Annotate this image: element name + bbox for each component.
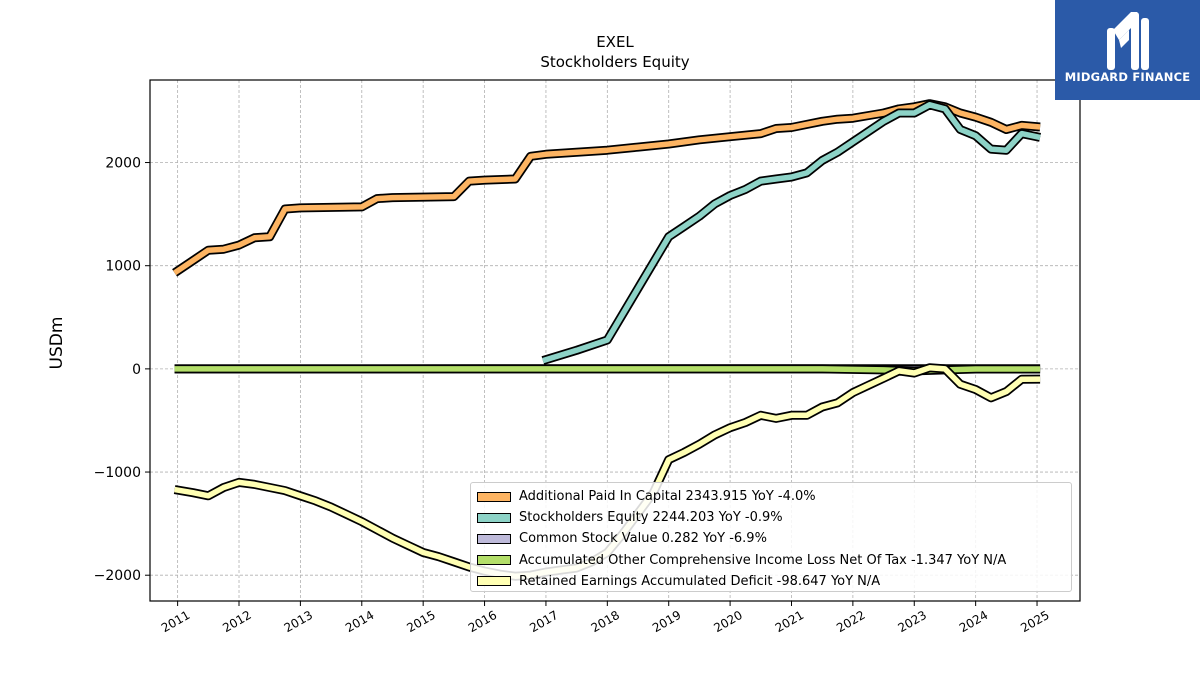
legend: Additional Paid In Capital 2343.915 YoY …: [470, 482, 1072, 592]
legend-swatch: [477, 533, 511, 544]
y-tick-label: 1000: [105, 259, 141, 275]
y-tick-label: 2000: [105, 156, 141, 172]
x-tick-label: 2014: [343, 608, 376, 635]
x-tick-label: 2015: [404, 608, 437, 635]
x-tick-label: 2019: [650, 608, 683, 635]
y-axis: −2000 −1000 0 1000 2000: [94, 156, 150, 584]
x-tick-label: 2013: [282, 608, 315, 635]
x-tick-label: 2011: [159, 608, 192, 635]
midgard-logo-icon: [1107, 12, 1149, 70]
midgard-logo: MIDGARD FINANCE: [1055, 0, 1200, 100]
chart-title: EXEL: [596, 33, 634, 51]
x-tick-label: 2022: [834, 608, 867, 635]
legend-label: Additional Paid In Capital 2343.915 YoY …: [519, 489, 816, 505]
x-tick-label: 2020: [711, 608, 744, 635]
series-line: [542, 102, 1041, 364]
series-4: [174, 364, 1041, 376]
legend-item: Additional Paid In Capital 2343.915 YoY …: [477, 486, 1065, 507]
chart-subtitle: Stockholders Equity: [540, 53, 690, 71]
legend-swatch: [477, 512, 511, 523]
y-tick-label: −2000: [94, 568, 141, 584]
y-tick-label: −1000: [94, 465, 141, 481]
legend-label: Retained Earnings Accumulated Deficit -9…: [519, 573, 881, 589]
legend-item: Accumulated Other Comprehensive Income L…: [477, 550, 1065, 571]
legend-label: Stockholders Equity 2244.203 YoY -0.9%: [519, 510, 783, 526]
series-line: [174, 366, 1041, 374]
x-tick-label: 2021: [773, 608, 806, 635]
y-axis-label: USDm: [47, 316, 67, 370]
x-tick-label: 2016: [466, 608, 499, 635]
legend-swatch: [477, 555, 511, 566]
x-tick-label: 2023: [896, 608, 929, 635]
series-2: [541, 100, 1042, 365]
y-tick-label: 0: [132, 362, 141, 378]
x-tick-label: 2018: [589, 608, 622, 635]
legend-item: Retained Earnings Accumulated Deficit -9…: [477, 571, 1065, 592]
plot-frame: [149, 79, 1081, 602]
legend-label: Common Stock Value 0.282 YoY -6.9%: [519, 531, 767, 547]
legend-label: Accumulated Other Comprehensive Income L…: [519, 552, 1007, 568]
legend-swatch: [477, 491, 511, 502]
x-axis: 2011 2012 2013 2014 2015 2016 2017 2018 2019 2020…: [159, 601, 1052, 635]
legend-item: Common Stock Value 0.282 YoY -6.9%: [477, 528, 1065, 549]
legend-swatch: [477, 576, 511, 587]
x-tick-label: 2012: [220, 608, 253, 635]
legend-item: Stockholders Equity 2244.203 YoY -0.9%: [477, 507, 1065, 528]
x-tick-label: 2017: [527, 608, 560, 635]
brand-name: MIDGARD FINANCE: [1064, 70, 1191, 84]
x-tick-label: 2025: [1018, 608, 1051, 635]
x-tick-label: 2024: [957, 608, 990, 635]
